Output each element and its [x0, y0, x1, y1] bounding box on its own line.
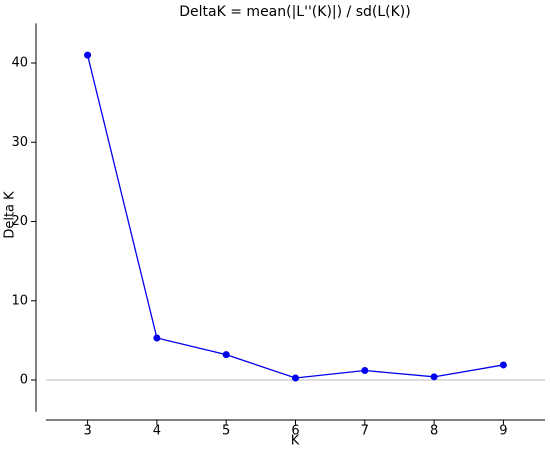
y-tick-label: 40 [11, 56, 28, 71]
y-tick-label: 10 [11, 293, 28, 308]
point [430, 373, 438, 381]
x-tick-label: 5 [222, 424, 230, 439]
line [86, 54, 504, 379]
x-tick-label: 8 [430, 424, 438, 439]
point [153, 334, 161, 342]
point [499, 361, 507, 369]
x-tick-label: 4 [153, 424, 161, 439]
x-tick-label: 3 [83, 424, 91, 439]
y-tick-label: 0 [20, 373, 28, 388]
y-axis-label: Delta K [3, 191, 18, 239]
x-tick-label: 7 [361, 424, 369, 439]
point [222, 351, 230, 359]
point [361, 366, 369, 374]
chart-title: DeltaK = mean(|L''(K)|) / sd(L(K)) [179, 4, 410, 20]
y-tick-label: 30 [11, 135, 28, 150]
x-axis-label: K [291, 434, 300, 449]
point [84, 51, 92, 59]
x-tick-label: 6 [291, 424, 299, 439]
y-tick-label: 20 [11, 214, 28, 229]
point [292, 374, 299, 382]
x-tick-label: 9 [499, 424, 507, 439]
